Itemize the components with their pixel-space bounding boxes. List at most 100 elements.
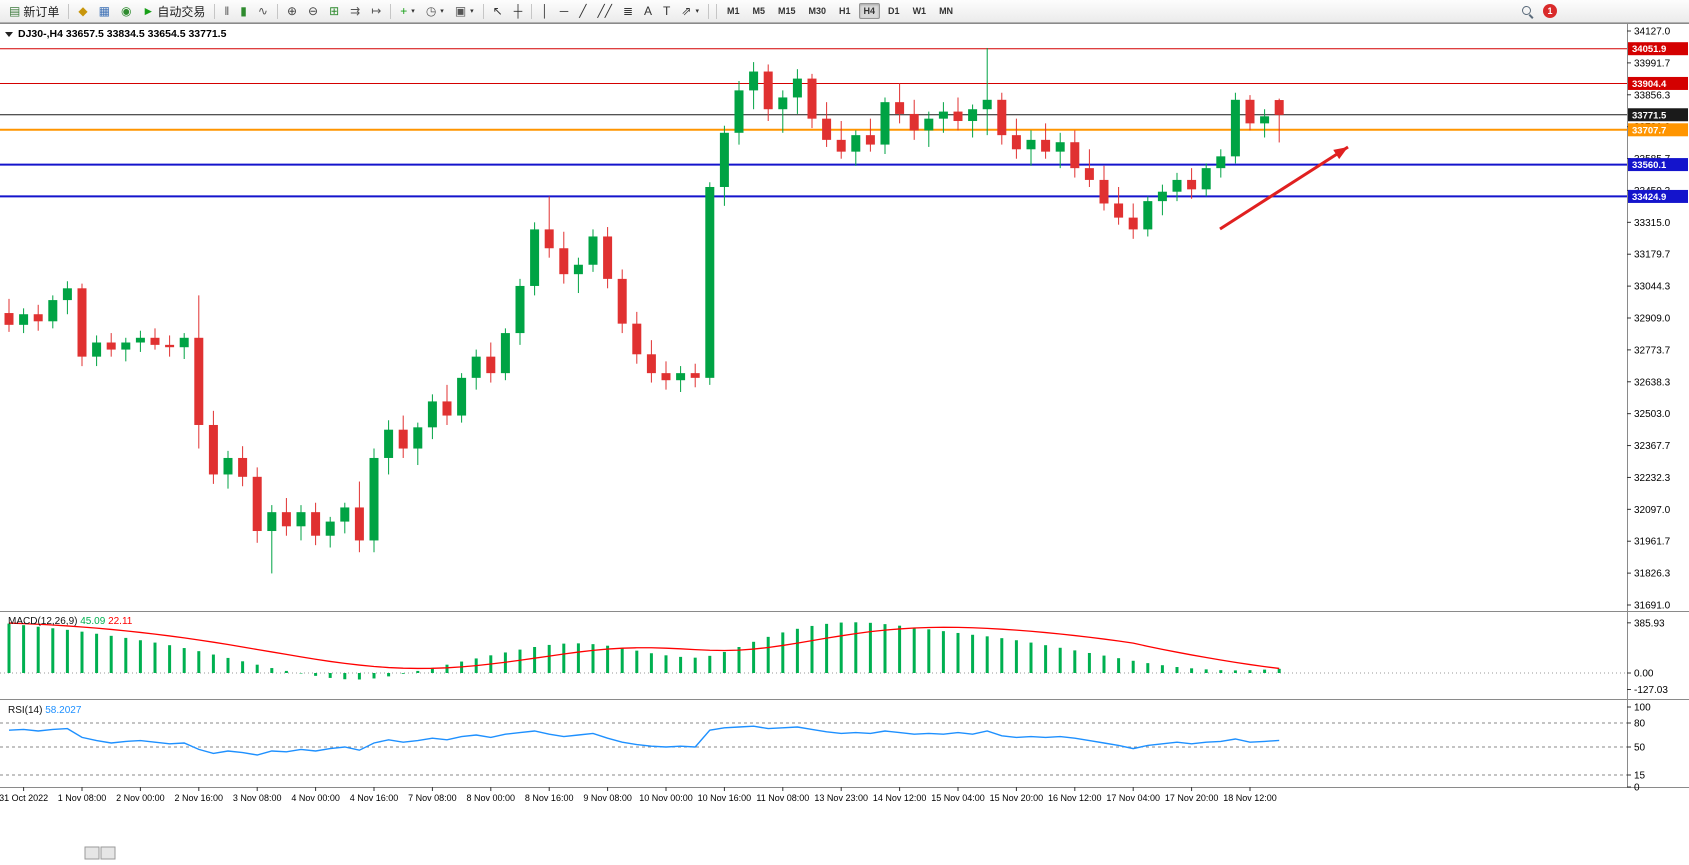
svg-text:31961.7: 31961.7 — [1634, 537, 1671, 548]
svg-text:33179.7: 33179.7 — [1634, 250, 1671, 261]
autotrading-button[interactable]: ► 自动交易 — [137, 0, 210, 22]
macd-panel: 385.93 0.00 -127.03 MACD(12,26,9) 45.09 22.… — [0, 616, 1668, 696]
svg-text:50: 50 — [1634, 743, 1646, 754]
auto-scroll-button[interactable]: ⇉ — [345, 0, 365, 22]
label-button[interactable]: T — [658, 0, 675, 22]
collapse-arrow-icon[interactable] — [5, 32, 13, 37]
toolbar-separator — [531, 3, 533, 19]
tile-windows-icon: ⊞ — [329, 4, 340, 18]
dropdown-caret-icon: ▾ — [411, 8, 415, 15]
channel-icon: ╱╱ — [597, 4, 612, 18]
horizontal-line-button[interactable]: ─ — [555, 0, 574, 22]
compass-icon: ◆ — [78, 4, 88, 18]
timeframe-mn[interactable]: MN — [939, 6, 954, 16]
auto-scroll-icon: ⇉ — [350, 4, 361, 18]
svg-text:31 Oct 2022: 31 Oct 2022 — [0, 793, 48, 803]
notification-badge[interactable]: 1 — [1543, 4, 1557, 18]
svg-text:33315.0: 33315.0 — [1634, 218, 1671, 229]
svg-text:2 Nov 00:00: 2 Nov 00:00 — [116, 793, 165, 803]
channel-button[interactable]: ╱╱ — [593, 0, 617, 22]
timeframe-m30[interactable]: M30 — [808, 6, 827, 16]
timeframe-m1[interactable]: M1 — [726, 6, 740, 16]
svg-text:17 Nov 04:00: 17 Nov 04:00 — [1106, 793, 1160, 803]
signals-button[interactable]: ◉ — [116, 0, 136, 22]
charts-window-button[interactable]: ▦ — [94, 0, 115, 22]
svg-text:15 Nov 04:00: 15 Nov 04:00 — [931, 793, 985, 803]
price-label-box — [1628, 123, 1688, 137]
price-label-box — [1628, 108, 1688, 122]
indicators-button[interactable]: + ▾ — [395, 0, 420, 22]
timeframe-w1[interactable]: W1 — [912, 6, 927, 16]
toolbar-separator — [715, 3, 717, 19]
new-order-button-label: 新订单 — [23, 4, 60, 19]
dropdown-caret-icon: ▾ — [440, 8, 444, 15]
footer-box[interactable] — [84, 846, 100, 860]
cursor-button[interactable]: ↖ — [488, 0, 508, 22]
svg-text:32367.7: 32367.7 — [1634, 441, 1671, 452]
svg-text:33560.1: 33560.1 — [1632, 160, 1667, 171]
line-chart-icon: ∿ — [257, 4, 268, 18]
svg-text:33904.4: 33904.4 — [1632, 79, 1667, 90]
rsi-line — [8, 725, 1280, 756]
svg-text:11 Nov 08:00: 11 Nov 08:00 — [756, 793, 809, 803]
svg-text:33707.7: 33707.7 — [1632, 125, 1666, 136]
toolbar-right: 1 — [1521, 4, 1685, 18]
svg-text:15: 15 — [1634, 771, 1646, 782]
svg-text:0.00: 0.00 — [1634, 669, 1654, 680]
arrows-button[interactable]: ⇗ ▾ — [676, 0, 704, 22]
svg-text:31826.3: 31826.3 — [1634, 569, 1671, 580]
timeframe-h1[interactable]: H1 — [839, 6, 851, 16]
svg-text:17 Nov 20:00: 17 Nov 20:00 — [1165, 793, 1219, 803]
chart-window[interactable]: 34127.033991.733856.333721.033585.733450… — [0, 23, 1689, 865]
new-order-button[interactable]: ▤ 新订单 — [4, 0, 64, 22]
svg-text:80: 80 — [1634, 719, 1646, 730]
zoom-out-button[interactable]: ⊖ — [303, 0, 323, 22]
candles — [4, 47, 1284, 574]
trendline-icon: ╱ — [579, 4, 587, 18]
svg-text:32097.0: 32097.0 — [1634, 505, 1671, 516]
indicators-icon: + — [400, 4, 408, 18]
vertical-line-button[interactable]: │ — [536, 0, 554, 22]
dropdown-caret-icon: ▾ — [470, 8, 474, 15]
periods-button[interactable]: ◷ ▾ — [421, 0, 449, 22]
signals-icon: ◉ — [120, 4, 132, 18]
line-chart-button[interactable]: ∿ — [253, 0, 273, 22]
timeframe-d1[interactable]: D1 — [888, 6, 900, 16]
fibonacci-icon: ≣ — [622, 4, 634, 18]
toolbar-buttons: ▤ 新订单 ◆ ▦ ◉ ► 自动交易 ‖ ▮ ∿ ⊕ ⊖ ⊞ ⇉ ↦ + ▾ ◷ ▾ ▣ ▾ ↖ ┼ │ ─ ╱ ╱╱ ≣ A T ⇗ ▾ M1… — [4, 0, 1521, 22]
bar-chart-button[interactable]: ‖ — [219, 0, 234, 22]
tile-windows-button[interactable]: ⊞ — [324, 0, 344, 22]
templates-button[interactable]: ▣ ▾ — [450, 0, 479, 22]
timeframe-m5[interactable]: M5 — [752, 6, 765, 16]
dropdown-caret-icon: ▾ — [695, 8, 699, 15]
search-icon[interactable] — [1521, 5, 1534, 18]
templates-icon: ▣ — [454, 4, 467, 18]
toolbar-separator — [707, 3, 709, 19]
price-label-box — [1628, 76, 1688, 90]
compass-button[interactable]: ◆ — [73, 0, 92, 22]
footer-box[interactable] — [100, 846, 116, 860]
zoom-in-button[interactable]: ⊕ — [282, 0, 302, 22]
toolbar-separator — [390, 3, 392, 19]
time-scale[interactable]: 31 Oct 2022 1 Nov 08:00 2 Nov 00:00 2 Nov 1… — [0, 787, 1277, 803]
svg-text:1 Nov 08:00: 1 Nov 08:00 — [58, 793, 107, 803]
price-lines[interactable] — [0, 48, 1627, 198]
fibonacci-button[interactable]: ≣ — [618, 0, 638, 22]
timeframe-h4[interactable]: H4 — [858, 3, 881, 19]
svg-text:31691.0: 31691.0 — [1634, 601, 1671, 612]
candlestick-button[interactable]: ▮ — [235, 0, 252, 22]
crosshair-button[interactable]: ┼ — [509, 0, 528, 22]
trendline-button[interactable]: ╱ — [574, 0, 591, 22]
candlestick-icon: ▮ — [240, 4, 247, 18]
svg-text:8 Nov 00:00: 8 Nov 00:00 — [467, 793, 516, 803]
svg-text:385.93: 385.93 — [1634, 618, 1665, 629]
svg-text:32503.0: 32503.0 — [1634, 409, 1671, 420]
trend-arrow[interactable] — [1219, 145, 1349, 231]
chart-shift-button[interactable]: ↦ — [366, 0, 386, 22]
text-button[interactable]: A — [639, 0, 657, 22]
price-label-box — [1628, 42, 1688, 56]
svg-text:34051.9: 34051.9 — [1632, 44, 1666, 55]
timeframe-m15[interactable]: M15 — [777, 6, 796, 16]
svg-text:32909.0: 32909.0 — [1634, 314, 1671, 325]
svg-text:-127.03: -127.03 — [1634, 685, 1668, 696]
